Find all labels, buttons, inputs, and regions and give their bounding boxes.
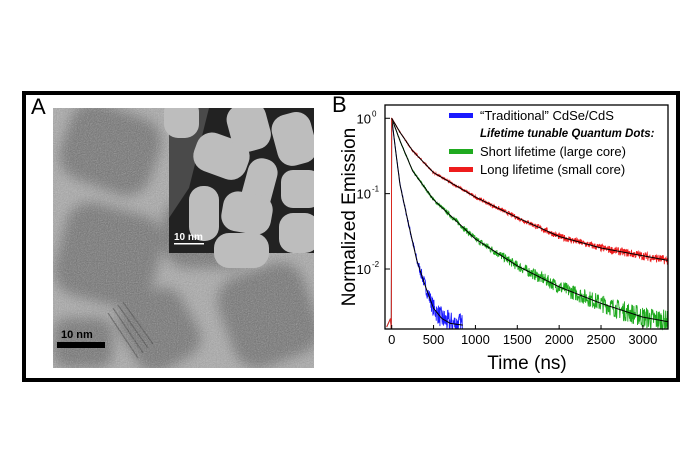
x-axis-title: Time (ns): [487, 353, 567, 374]
y-tick-exponent: -2: [372, 260, 380, 269]
legend-swatch-traditional: [449, 113, 473, 118]
inset-scale-label: 10 nm: [174, 232, 203, 243]
panel-b-label: B: [332, 92, 347, 117]
legend-label-short: Short lifetime (large core): [480, 144, 626, 159]
x-tick-label: 3000: [628, 332, 657, 347]
legend-label-long: Long lifetime (small core): [480, 162, 625, 177]
x-ticks: 0 500 1000 1500 2000 2500 3000: [388, 325, 657, 347]
series-fit-2: [391, 118, 669, 261]
legend: “Traditional” CdSe/CdS Lifetime tunable …: [449, 108, 655, 177]
x-tick-label: 1000: [461, 332, 490, 347]
inset-scale-bar: [174, 243, 204, 245]
legend-label-traditional: “Traditional” CdSe/CdS: [480, 108, 614, 123]
chart-marks: [386, 117, 669, 331]
y-tick-exponent: -1: [372, 185, 380, 194]
y-axis-title: Normalized Emission: [339, 128, 360, 306]
tem-scale-label: 10 nm: [61, 329, 93, 341]
series-fit-1: [391, 118, 669, 323]
y-tick-label: 10: [357, 262, 371, 277]
y-tick-label: 10: [357, 187, 371, 202]
legend-swatch-short: [449, 149, 473, 154]
plot-frame: [384, 104, 669, 330]
x-tick-label: 1500: [503, 332, 532, 347]
x-tick-label: 2500: [587, 332, 616, 347]
x-tick-label: 2000: [545, 332, 574, 347]
series-fit-0: [391, 118, 463, 326]
x-tick-label: 500: [423, 332, 445, 347]
tem-micrograph: 10 nm 10 nm: [53, 108, 314, 368]
y-tick-label: 10: [357, 111, 371, 126]
tem-scale-bar: [57, 342, 105, 348]
legend-subheading: Lifetime tunable Quantum Dots:: [480, 128, 655, 140]
series-data-2: [386, 117, 669, 330]
series-data-1: [386, 118, 669, 331]
panel-a-label: A: [31, 94, 46, 119]
y-tick-exponent: 0: [372, 109, 377, 118]
legend-swatch-long: [449, 167, 473, 172]
haadf-inset: 10 nm: [164, 108, 314, 268]
inset-nanorods: [164, 108, 314, 268]
x-tick-label: 0: [388, 332, 395, 347]
